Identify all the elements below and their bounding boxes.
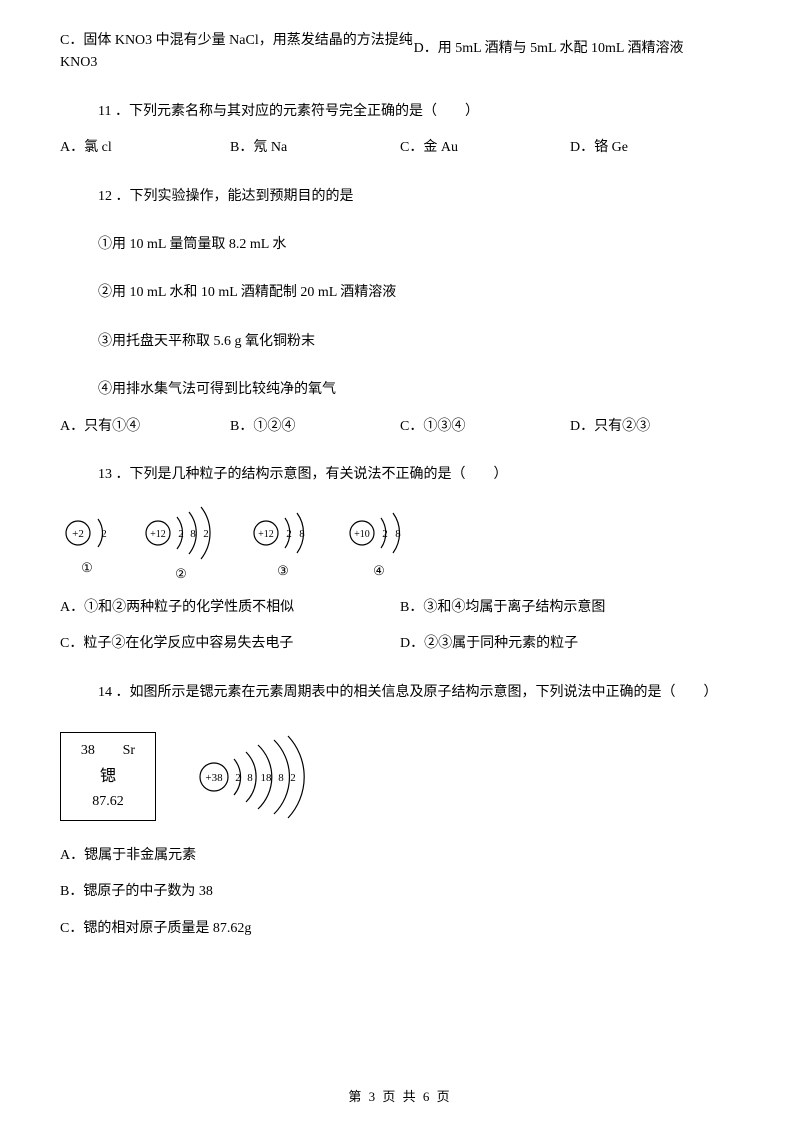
q13-options-row2: C．粒子②在化学反应中容易失去电子 D．②③属于同种元素的粒子 bbox=[60, 633, 740, 655]
element-box: 38 Sr 锶 87.62 bbox=[60, 732, 156, 821]
svg-text:+12: +12 bbox=[150, 529, 166, 540]
q13-label-1: ① bbox=[81, 558, 93, 579]
q13-opt-b: B．③和④均属于离子结构示意图 bbox=[400, 597, 740, 619]
q12-sub2: ②用 10 mL 水和 10 mL 酒精配制 20 mL 酒精溶液 bbox=[98, 282, 740, 304]
q14-stem: 14 ．如图所示是锶元素在元素周期表中的相关信息及原子结构示意图，下列说法中正确… bbox=[98, 682, 740, 704]
svg-text:+38: +38 bbox=[205, 772, 223, 784]
q13-label-2: ② bbox=[175, 564, 187, 585]
svg-text:8: 8 bbox=[190, 528, 196, 540]
atom-icon: +38 2 8 18 8 2 bbox=[194, 733, 344, 821]
q14-opt-b: B．锶原子的中子数为 38 bbox=[60, 881, 740, 903]
svg-text:2: 2 bbox=[286, 528, 292, 540]
svg-text:+10: +10 bbox=[354, 529, 370, 540]
svg-text:8: 8 bbox=[247, 772, 253, 784]
q13-label-3: ③ bbox=[277, 561, 289, 582]
q11-opt-a: A．氯 cl bbox=[60, 137, 230, 159]
q11-options: A．氯 cl B．氖 Na C．金 Au D．铬 Ge bbox=[60, 137, 740, 159]
q12-sub4: ④用排水集气法可得到比较纯净的氧气 bbox=[98, 379, 740, 401]
q14-opt-c: C．锶的相对原子质量是 87.62g bbox=[60, 918, 740, 940]
element-mass: 87.62 bbox=[61, 790, 155, 814]
q12-sub3: ③用托盘天平称取 5.6 g 氧化铜粉末 bbox=[98, 331, 740, 353]
q13-diagrams: +2 2 ① +12 2 8 2 ② +12 2 8 ③ bbox=[60, 504, 740, 585]
q10-options: C．固体 KNO3 中混有少量 NaCl，用蒸发结晶的方法提纯 KNO3 D．用… bbox=[60, 30, 740, 75]
q12-opt-c: C．①③④ bbox=[400, 416, 570, 438]
svg-text:8: 8 bbox=[395, 528, 401, 540]
q13-atom-4: +10 2 8 ④ bbox=[344, 507, 414, 582]
q13-opt-a: A．①和②两种粒子的化学性质不相似 bbox=[60, 597, 400, 619]
q12-options: A．只有①④ B．①②④ C．①③④ D．只有②③ bbox=[60, 416, 740, 438]
element-number: 38 bbox=[81, 739, 95, 763]
atom-icon: +10 2 8 bbox=[344, 507, 414, 559]
q13-opt-d: D．②③属于同种元素的粒子 bbox=[400, 633, 740, 655]
q13-atom-3: +12 2 8 ③ bbox=[248, 507, 318, 582]
q12-opt-d: D．只有②③ bbox=[570, 416, 740, 438]
svg-text:2: 2 bbox=[235, 772, 241, 784]
q13-label-4: ④ bbox=[373, 561, 385, 582]
q10-opt-d: D．用 5mL 酒精与 5mL 水配 10mL 酒精溶液 bbox=[414, 30, 740, 75]
svg-text:2: 2 bbox=[178, 528, 184, 540]
q11-opt-c: C．金 Au bbox=[400, 137, 570, 159]
svg-text:18: 18 bbox=[261, 772, 273, 784]
svg-text:2: 2 bbox=[382, 528, 388, 540]
q13-opt-c: C．粒子②在化学反应中容易失去电子 bbox=[60, 633, 400, 655]
q11-opt-d: D．铬 Ge bbox=[570, 137, 740, 159]
q13-options-row1: A．①和②两种粒子的化学性质不相似 B．③和④均属于离子结构示意图 bbox=[60, 597, 740, 619]
q13-atom-1: +2 2 ① bbox=[60, 510, 114, 579]
q14-opt-a: A．锶属于非金属元素 bbox=[60, 845, 740, 867]
svg-text:2: 2 bbox=[203, 528, 209, 540]
q11-stem: 11 ．下列元素名称与其对应的元素符号完全正确的是（ ） bbox=[98, 101, 740, 123]
svg-text:+12: +12 bbox=[258, 529, 274, 540]
q14-diagram: 38 Sr 锶 87.62 +38 2 8 18 8 2 bbox=[60, 732, 740, 821]
atom-icon: +2 2 bbox=[60, 510, 114, 556]
svg-text:2: 2 bbox=[101, 528, 107, 540]
atom-icon: +12 2 8 bbox=[248, 507, 318, 559]
page-footer: 第 3 页 共 6 页 bbox=[0, 1087, 800, 1108]
q12-opt-b: B．①②④ bbox=[230, 416, 400, 438]
q12-opt-a: A．只有①④ bbox=[60, 416, 230, 438]
svg-text:2: 2 bbox=[290, 772, 296, 784]
svg-text:+2: +2 bbox=[72, 528, 84, 540]
q11-opt-b: B．氖 Na bbox=[230, 137, 400, 159]
q13-stem: 13 ．下列是几种粒子的结构示意图，有关说法不正确的是（ ） bbox=[98, 464, 740, 486]
q13-atom-2: +12 2 8 2 ② bbox=[140, 504, 222, 585]
atom-icon: +12 2 8 2 bbox=[140, 504, 222, 562]
element-symbol: Sr bbox=[123, 739, 135, 763]
element-name: 锶 bbox=[61, 763, 155, 790]
q10-opt-c: C．固体 KNO3 中混有少量 NaCl，用蒸发结晶的方法提纯 KNO3 bbox=[60, 30, 414, 75]
q12-sub1: ①用 10 mL 量筒量取 8.2 mL 水 bbox=[98, 234, 740, 256]
q12-stem: 12 ．下列实验操作，能达到预期目的的是 bbox=[98, 186, 740, 208]
svg-text:8: 8 bbox=[278, 772, 284, 784]
svg-text:8: 8 bbox=[299, 528, 305, 540]
